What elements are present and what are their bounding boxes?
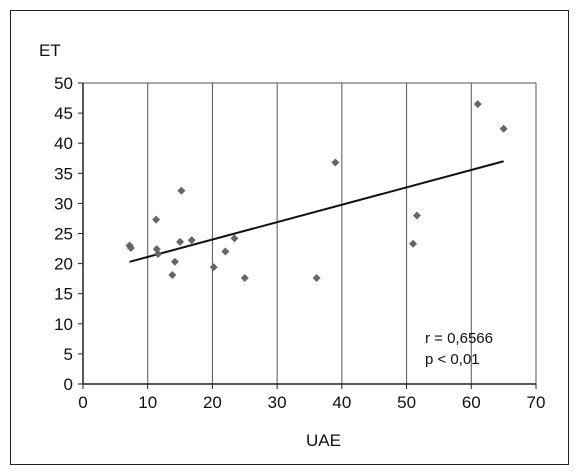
y-tick-label: 35 (54, 164, 73, 183)
data-point (473, 100, 482, 109)
y-tick-label: 40 (54, 134, 73, 153)
y-tick-label: 50 (54, 74, 73, 93)
x-axis-ticks: 0 10 20 30 40 50 60 70 (78, 384, 545, 412)
y-tick-label: 45 (54, 104, 73, 123)
data-point (187, 236, 196, 245)
y-tick-label: 30 (54, 194, 73, 213)
data-point (221, 247, 230, 256)
trendline-segment (129, 160, 504, 263)
y-tick-label: 0 (64, 375, 73, 394)
grid-lines (83, 82, 537, 384)
data-point (331, 158, 340, 167)
data-point (412, 211, 421, 220)
y-tick-label: 20 (54, 255, 73, 274)
data-point (176, 237, 185, 246)
x-tick-label: 70 (527, 393, 546, 412)
x-tick-label: 40 (332, 393, 351, 412)
y-tick-label: 10 (54, 315, 73, 334)
x-tick-label: 0 (78, 393, 87, 412)
annotation-p: p < 0,01 (425, 351, 480, 368)
y-tick-label: 25 (54, 225, 73, 244)
y-axis-label: ET (39, 41, 61, 60)
x-tick-label: 10 (138, 393, 157, 412)
data-point (154, 249, 163, 258)
y-axis-ticks: 0 5 10 15 20 25 30 35 40 45 50 (54, 74, 83, 394)
x-tick-label: 50 (397, 393, 416, 412)
x-tick-label: 30 (268, 393, 287, 412)
data-point (170, 257, 179, 266)
x-tick-label: 60 (462, 393, 481, 412)
data-point (230, 234, 239, 243)
data-point (177, 186, 186, 195)
data-point (152, 215, 161, 224)
data-point (168, 271, 177, 280)
trendline (129, 160, 504, 263)
x-tick-label: 20 (203, 393, 222, 412)
y-tick-label: 15 (54, 285, 73, 304)
data-point (126, 243, 135, 252)
data-point (312, 274, 321, 283)
data-point (240, 274, 249, 283)
x-axis-label: UAE (306, 431, 341, 450)
data-point (409, 239, 418, 248)
y-tick-label: 5 (64, 345, 73, 364)
data-point (499, 124, 508, 133)
data-point (209, 263, 218, 272)
data-points (125, 100, 508, 283)
chart-frame: 0 5 10 15 20 25 30 35 40 45 50 0 10 20 30 40 50 60 70 ET … (10, 10, 569, 465)
annotation-r: r = 0,6566 (425, 330, 493, 347)
